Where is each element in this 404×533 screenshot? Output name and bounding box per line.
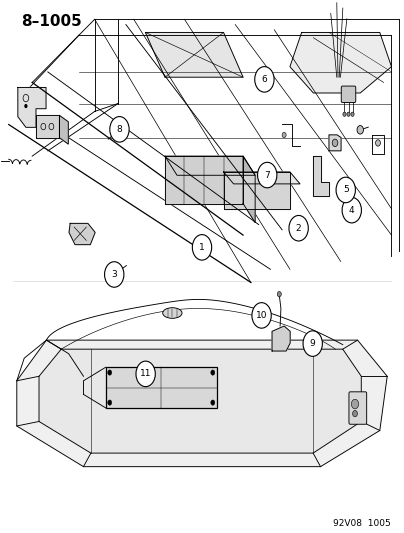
Circle shape [353, 410, 358, 417]
Polygon shape [223, 172, 300, 184]
Text: 11: 11 [140, 369, 152, 378]
Circle shape [342, 197, 362, 223]
Polygon shape [165, 156, 255, 175]
Circle shape [24, 104, 27, 108]
Text: 7: 7 [264, 171, 270, 180]
Polygon shape [36, 115, 59, 138]
Polygon shape [18, 87, 46, 127]
Circle shape [252, 303, 271, 328]
FancyBboxPatch shape [341, 86, 356, 102]
Text: 9: 9 [310, 339, 316, 348]
Text: 10: 10 [256, 311, 267, 320]
Circle shape [351, 399, 359, 409]
Text: 1: 1 [199, 243, 205, 252]
Circle shape [110, 117, 129, 142]
Text: 8–1005: 8–1005 [21, 14, 82, 29]
Circle shape [343, 112, 346, 116]
Text: 92V08  1005: 92V08 1005 [333, 519, 391, 528]
Circle shape [357, 126, 364, 134]
Polygon shape [329, 135, 341, 151]
Polygon shape [145, 33, 243, 77]
Text: 3: 3 [112, 270, 117, 279]
Text: 5: 5 [343, 185, 349, 195]
Polygon shape [272, 326, 290, 351]
Circle shape [336, 177, 356, 203]
Circle shape [255, 67, 274, 92]
Circle shape [351, 112, 354, 116]
Circle shape [376, 140, 381, 146]
Text: 2: 2 [296, 224, 301, 233]
Circle shape [105, 262, 124, 287]
Circle shape [282, 132, 286, 138]
Polygon shape [59, 115, 68, 144]
Polygon shape [69, 223, 95, 245]
Circle shape [289, 215, 308, 241]
Polygon shape [223, 172, 290, 209]
Polygon shape [243, 156, 255, 223]
Ellipse shape [163, 308, 182, 318]
Polygon shape [39, 349, 361, 453]
FancyBboxPatch shape [349, 392, 367, 424]
Circle shape [108, 400, 112, 405]
Circle shape [136, 361, 155, 386]
Circle shape [211, 400, 215, 405]
Text: 4: 4 [349, 206, 355, 215]
Circle shape [347, 112, 350, 116]
Text: 6: 6 [261, 75, 267, 84]
Circle shape [258, 163, 277, 188]
FancyBboxPatch shape [106, 367, 217, 408]
Text: 8: 8 [117, 125, 122, 134]
Circle shape [211, 370, 215, 375]
Circle shape [192, 235, 212, 260]
Circle shape [277, 292, 281, 297]
Polygon shape [290, 33, 391, 93]
Circle shape [108, 370, 112, 375]
Polygon shape [314, 156, 330, 196]
Circle shape [332, 139, 338, 147]
Polygon shape [17, 340, 387, 467]
Polygon shape [165, 156, 243, 204]
Circle shape [303, 331, 322, 357]
